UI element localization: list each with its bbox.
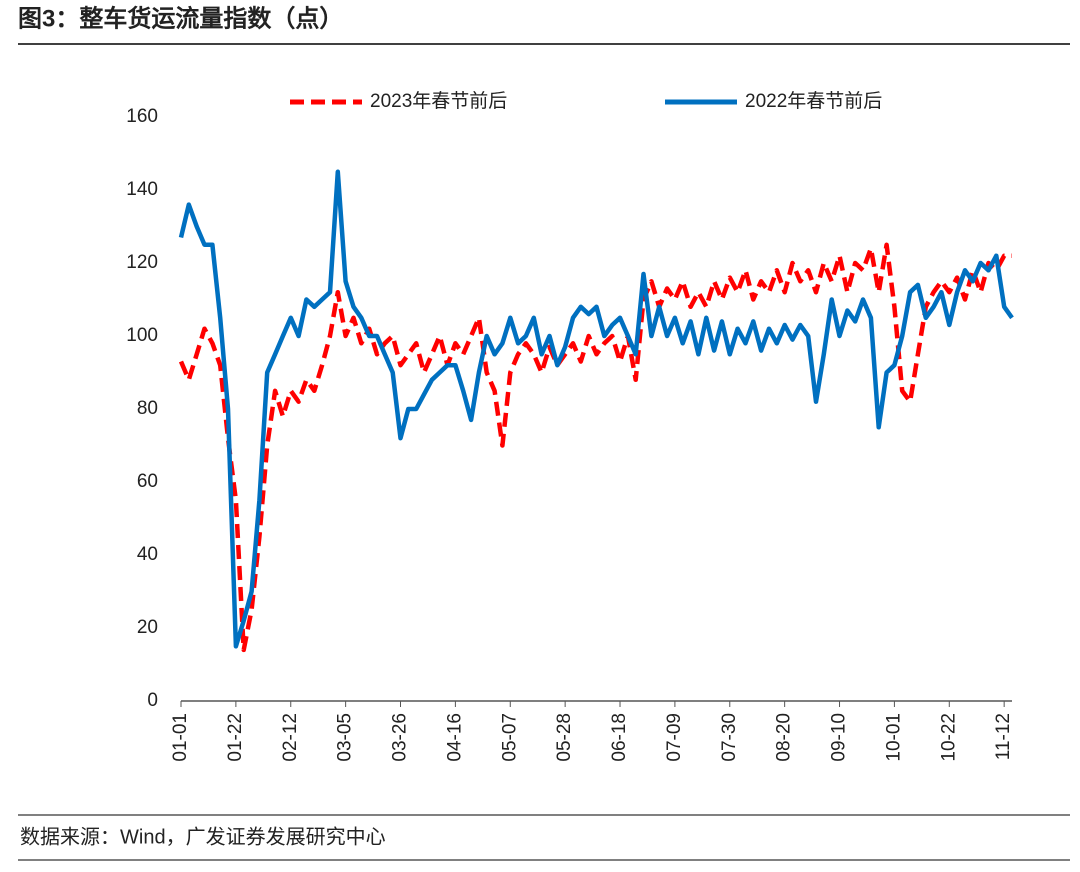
chart-title: 图3：整车货运流量指数（点） xyxy=(18,4,343,32)
y-tick-label: 160 xyxy=(126,106,158,127)
x-tick-label: 10-01 xyxy=(883,713,904,762)
legend-label: 2023年春节前后 xyxy=(370,90,507,112)
x-tick-label: 07-09 xyxy=(664,713,685,762)
y-tick-label: 120 xyxy=(126,252,158,273)
x-tick-label: 08-20 xyxy=(774,713,795,762)
x-tick-label: 07-30 xyxy=(719,713,740,762)
y-tick-label: 20 xyxy=(137,617,158,638)
x-tick-label: 05-28 xyxy=(554,713,575,762)
x-tick-label: 05-07 xyxy=(499,713,520,762)
x-tick-label: 11-12 xyxy=(993,713,1014,760)
legend-label: 2022年春节前后 xyxy=(745,90,882,112)
x-tick-label: 10-22 xyxy=(938,713,959,762)
series-line xyxy=(178,169,1014,649)
x-tick-label: 03-26 xyxy=(390,713,411,762)
source-note: 数据来源：Wind，广发证券发展研究中心 xyxy=(20,825,386,848)
x-tick-label: 02-12 xyxy=(280,713,301,762)
y-tick-label: 60 xyxy=(137,471,158,492)
y-tick-label: 40 xyxy=(137,544,158,565)
y-tick-label: 100 xyxy=(126,325,158,346)
x-tick-label: 03-05 xyxy=(335,713,356,762)
y-tick-label: 140 xyxy=(126,179,158,200)
x-tick-label: 01-22 xyxy=(225,713,246,762)
x-tick-label: 01-01 xyxy=(170,713,191,762)
x-tick-label: 04-16 xyxy=(444,713,465,762)
y-tick-label: 80 xyxy=(137,398,158,419)
x-tick-label: 09-10 xyxy=(829,713,850,762)
y-tick-label: 0 xyxy=(147,690,158,711)
x-tick-label: 06-18 xyxy=(609,713,630,762)
series-line xyxy=(178,242,1012,653)
